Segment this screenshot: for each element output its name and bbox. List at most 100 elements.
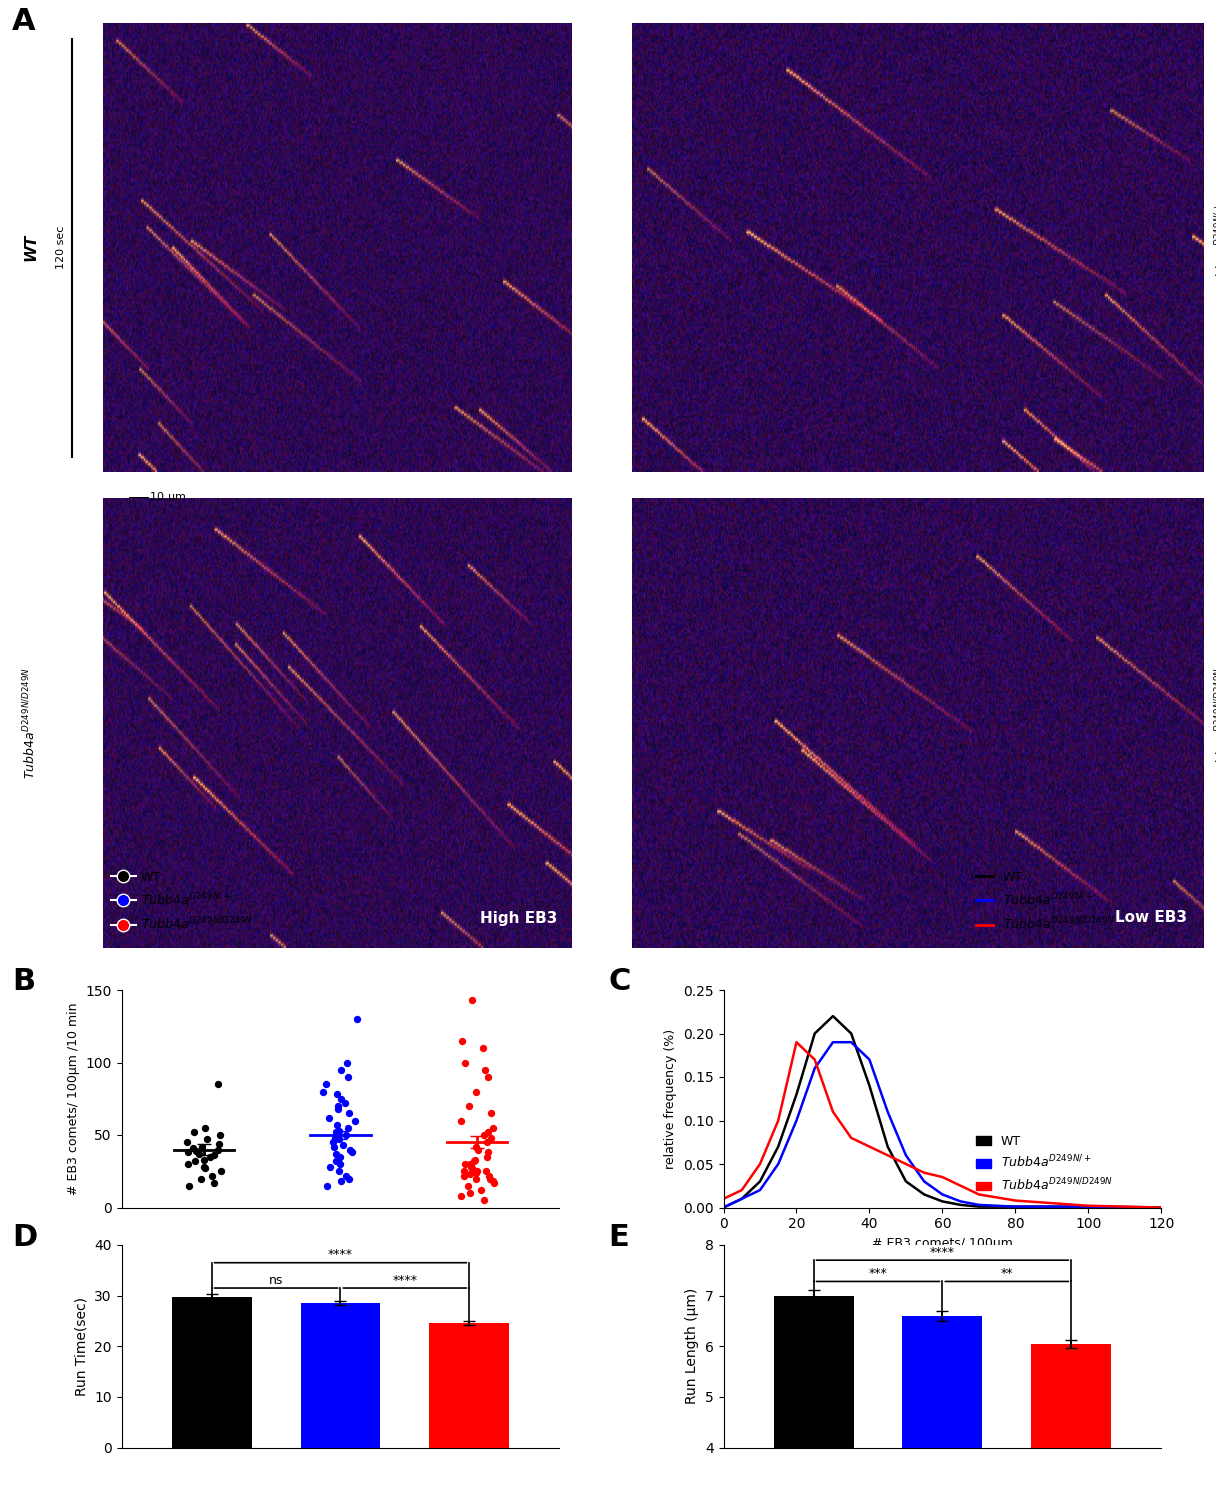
Point — [326, 1120, 345, 1144]
Point — [338, 1065, 358, 1089]
Text: High EB3: High EB3 — [480, 910, 557, 926]
Point — [337, 1164, 356, 1188]
Point — [202, 1164, 221, 1188]
Bar — [429, 1323, 510, 1448]
Point — [196, 1116, 215, 1140]
Point — [467, 1080, 486, 1104]
Point — [451, 1184, 471, 1208]
Point — [467, 1167, 486, 1191]
Point — [320, 1106, 339, 1130]
Point — [196, 1156, 215, 1180]
Point — [325, 1134, 344, 1158]
Point — [477, 1160, 496, 1184]
Legend: WT, $Tubb4a^{D249N/+}$, $Tubb4a^{D249N/D249N}$: WT, $Tubb4a^{D249N/+}$, $Tubb4a^{D249N/D… — [106, 865, 258, 938]
Point — [466, 1161, 485, 1185]
Text: $Tubb4a^{D249N/D249N}$: $Tubb4a^{D249N/D249N}$ — [22, 668, 39, 778]
Point — [473, 1036, 492, 1060]
Point — [313, 1080, 332, 1104]
Point — [484, 1172, 503, 1196]
Text: ****: **** — [328, 1248, 353, 1262]
Point — [468, 1137, 488, 1161]
Point — [210, 1160, 230, 1184]
Point — [190, 1142, 209, 1166]
Point — [480, 1167, 500, 1191]
Text: $\overline{\ \ \ \ \ }$ 10 μm: $\overline{\ \ \ \ \ }$ 10 μm — [128, 490, 186, 504]
Point — [461, 1162, 480, 1186]
Bar — [171, 1296, 252, 1448]
Point — [204, 1172, 224, 1196]
Bar — [902, 1316, 983, 1500]
Point — [451, 1108, 471, 1132]
Point — [339, 1101, 359, 1125]
Point — [330, 1119, 349, 1143]
Bar — [773, 1296, 854, 1500]
Point — [332, 1086, 351, 1110]
Point — [186, 1149, 206, 1173]
Point — [340, 1137, 360, 1161]
Text: ****: **** — [393, 1274, 417, 1287]
Point — [204, 1143, 224, 1167]
Point — [478, 1131, 497, 1155]
Point — [471, 1178, 490, 1202]
Point — [484, 1170, 503, 1194]
Point — [185, 1120, 204, 1144]
Point — [455, 1164, 474, 1188]
Point — [327, 1113, 347, 1137]
Text: WT: WT — [23, 234, 38, 261]
Point — [475, 1058, 495, 1082]
Text: Low EB3: Low EB3 — [1115, 910, 1187, 926]
Text: B: B — [12, 968, 35, 996]
Point — [338, 1116, 358, 1140]
Point — [179, 1140, 198, 1164]
Point — [201, 1144, 220, 1168]
Point — [456, 1152, 475, 1176]
Point — [336, 1090, 355, 1114]
Text: **: ** — [1001, 1268, 1013, 1281]
Point — [331, 1152, 350, 1176]
Point — [330, 1128, 349, 1152]
Text: $Tubb4a^{D249N/+}$: $Tubb4a^{D249N/+}$ — [1214, 202, 1216, 292]
Y-axis label: Run Time(sec): Run Time(sec) — [74, 1296, 89, 1395]
Point — [339, 1167, 359, 1191]
Point — [337, 1124, 356, 1148]
Legend: WT, $Tubb4a^{D249N/+}$, $Tubb4a^{D249N/D249N}$: WT, $Tubb4a^{D249N/+}$, $Tubb4a^{D249N/D… — [970, 1130, 1118, 1198]
Point — [328, 1083, 348, 1107]
Point — [209, 1131, 229, 1155]
Text: A: A — [12, 8, 35, 36]
Y-axis label: relative frequency (%): relative frequency (%) — [664, 1029, 677, 1168]
Point — [478, 1065, 497, 1089]
Point — [466, 1148, 485, 1172]
Point — [458, 1173, 478, 1197]
Point — [461, 1180, 480, 1204]
Point — [483, 1116, 502, 1140]
Point — [208, 1137, 227, 1161]
Point — [322, 1131, 342, 1155]
Point — [197, 1128, 216, 1152]
Point — [330, 1144, 349, 1168]
Text: ****: **** — [930, 1246, 955, 1258]
Point — [462, 988, 482, 1012]
Point — [474, 1188, 494, 1212]
Text: ns: ns — [269, 1274, 283, 1287]
Point — [178, 1131, 197, 1155]
Y-axis label: # EB3 comets/ 100μm /10 min: # EB3 comets/ 100μm /10 min — [67, 1002, 80, 1196]
Text: D: D — [12, 1222, 38, 1251]
Point — [461, 1155, 480, 1179]
Point — [330, 1160, 349, 1184]
Point — [186, 1138, 206, 1162]
Point — [478, 1144, 497, 1168]
Point — [462, 1156, 482, 1180]
Point — [193, 1148, 213, 1172]
Legend: WT, $Tubb4a^{D249N/+}$, $Tubb4a^{D249N/D249N}$: WT, $Tubb4a^{D249N/+}$, $Tubb4a^{D249N/D… — [970, 865, 1120, 938]
Point — [328, 1096, 348, 1120]
Point — [467, 1160, 486, 1184]
Bar — [300, 1304, 381, 1448]
Point — [465, 1149, 484, 1173]
Point — [326, 1142, 345, 1166]
Point — [345, 1108, 365, 1132]
Point — [466, 1134, 485, 1158]
Point — [184, 1136, 203, 1160]
Point — [328, 1094, 348, 1118]
Y-axis label: Run Length (μm): Run Length (μm) — [686, 1288, 699, 1404]
Point — [480, 1101, 500, 1125]
